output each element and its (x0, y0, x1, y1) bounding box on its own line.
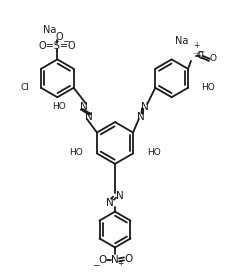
Text: HO: HO (147, 148, 161, 157)
Text: O: O (98, 255, 106, 265)
Text: N: N (116, 191, 124, 201)
Text: Na: Na (43, 24, 56, 34)
Text: Na: Na (175, 36, 188, 46)
Text: C: C (198, 51, 204, 61)
Text: N: N (141, 102, 149, 112)
Text: N: N (137, 112, 145, 122)
Text: N: N (106, 198, 114, 208)
Text: O: O (125, 254, 133, 264)
Text: HO: HO (52, 102, 66, 111)
Text: +: + (193, 41, 200, 50)
Text: N: N (85, 112, 93, 122)
Text: HO: HO (69, 148, 83, 157)
Text: N: N (111, 255, 119, 265)
Text: ⁻O: ⁻O (192, 51, 204, 60)
Text: HO: HO (201, 83, 215, 92)
Text: O: O (210, 54, 217, 63)
Text: N: N (80, 102, 88, 112)
Text: Cl: Cl (20, 83, 29, 92)
Text: +: + (117, 259, 123, 268)
Text: −: − (92, 260, 100, 269)
Text: O: O (55, 31, 63, 41)
Text: O=S=O: O=S=O (39, 41, 76, 51)
Text: −: − (61, 36, 69, 45)
